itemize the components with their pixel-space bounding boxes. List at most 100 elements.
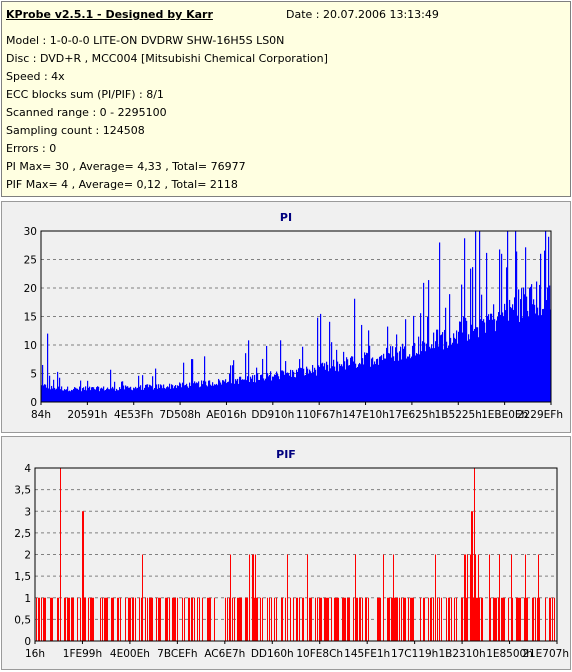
pi-bar [84, 389, 86, 402]
pif-bar [472, 511, 473, 641]
pif-bar [321, 597, 322, 641]
pif-bar [389, 597, 390, 641]
pi-bar [316, 375, 318, 402]
pi-bar [192, 359, 194, 402]
pif-bar [165, 597, 166, 641]
pi-bar [428, 280, 430, 402]
pi-bar [203, 380, 205, 402]
pi-bar [266, 345, 268, 402]
pi-bar [288, 373, 290, 402]
pif-bar [508, 597, 509, 641]
pif-bar [395, 597, 396, 641]
pi-bar [227, 382, 229, 402]
pi-bar [296, 369, 298, 402]
pi-bar [490, 313, 492, 402]
pif-bar [245, 597, 246, 641]
pif-x-tick-label: 21E707h [522, 648, 569, 660]
pi-bar [277, 373, 279, 402]
pi-bar [341, 364, 343, 402]
pi-bar [190, 385, 192, 402]
pif-bar [326, 597, 327, 641]
pi-bar [185, 384, 187, 402]
pi-bar [306, 366, 308, 402]
pi-bar [191, 359, 193, 402]
pif-bar [397, 597, 398, 641]
pi-bar [42, 364, 44, 402]
pi-bar [290, 369, 292, 402]
pi-bar [493, 304, 495, 402]
pi-bar [107, 387, 109, 402]
pi-bar [542, 309, 544, 402]
pi-bar [485, 332, 487, 402]
pif-bar [93, 597, 94, 641]
pi-y-tick-label: 15 [24, 312, 37, 324]
pi-bar [236, 380, 238, 402]
pi-bar [261, 374, 263, 402]
pif-bar [269, 597, 270, 641]
pif-bar [83, 511, 84, 641]
pi-bar [406, 358, 408, 402]
pif-bar [545, 597, 546, 641]
pi-bar [47, 333, 49, 402]
pi-bar [199, 387, 201, 402]
pi-bar [142, 375, 144, 402]
pif-bar [377, 597, 378, 641]
pif-bar [71, 597, 72, 641]
pi-bar [505, 310, 507, 402]
pi-bar [104, 390, 106, 402]
pif-bar [325, 597, 326, 641]
pi-bar [67, 386, 69, 402]
pi-bar [122, 381, 124, 402]
pi-bar [146, 384, 148, 402]
info-lines: Model : 1-0-0-0 LITE-ON DVDRW SHW-16H5S … [6, 34, 328, 196]
pi-bar [435, 341, 437, 402]
pif-bar [501, 597, 502, 641]
pi-bar [60, 389, 62, 402]
pi-bar [374, 361, 376, 402]
pi-bar [175, 385, 177, 402]
pi-bar [541, 315, 543, 402]
pi-bar [402, 343, 404, 402]
pif-bar [388, 597, 389, 641]
pif-bar [554, 597, 555, 641]
pi-bar [524, 294, 526, 402]
pi-bar [52, 388, 54, 402]
disc-info: Disc : DVD+R , MCC004 [Mitsubishi Chemic… [6, 52, 328, 65]
pi-bar [396, 334, 398, 402]
pi-bar [134, 388, 136, 402]
pif-bar [130, 597, 131, 641]
pi-bar [395, 347, 397, 402]
pi-bar [436, 329, 438, 402]
pi-bar [544, 250, 546, 402]
pif-bar [394, 597, 395, 641]
pif-bar [357, 597, 358, 641]
pi-bar [77, 388, 79, 402]
pif-y-tick-label: 4 [24, 463, 31, 475]
pif-bar [456, 597, 457, 641]
pif-bar [399, 597, 400, 641]
pif-bar [479, 597, 480, 641]
pi-bar [508, 320, 510, 402]
pi-bar [232, 365, 234, 402]
pif-bar [111, 597, 112, 641]
pi-bar [238, 383, 240, 402]
pi-bar [237, 378, 239, 402]
pi-bar [240, 376, 242, 402]
pi-bar [427, 316, 429, 402]
pi-chart: PI 0 5 10 15 20 25 30 84h 20591h 4E53Fh 7D508h AE0… [24, 211, 563, 421]
pif-bar [396, 597, 397, 641]
pif-chart-panel: PIF 0 0,5 1 1,5 2 2,5 3 3,5 4 16h 1FE99h 4E00Eh 7BC… [1, 436, 571, 670]
pi-bar [383, 353, 385, 402]
pif-bar [159, 597, 160, 641]
pif-bar [391, 597, 392, 641]
pif-bar [117, 597, 118, 641]
pif-bar [256, 597, 257, 641]
pi-bar [494, 319, 496, 402]
pi-y-tick-label: 30 [24, 226, 37, 238]
pi-bar [501, 253, 503, 402]
pif-bar [311, 597, 312, 641]
pi-bar [243, 379, 245, 402]
pi-bar [271, 380, 273, 402]
pi-bar [168, 387, 170, 402]
pi-bar [91, 387, 93, 402]
